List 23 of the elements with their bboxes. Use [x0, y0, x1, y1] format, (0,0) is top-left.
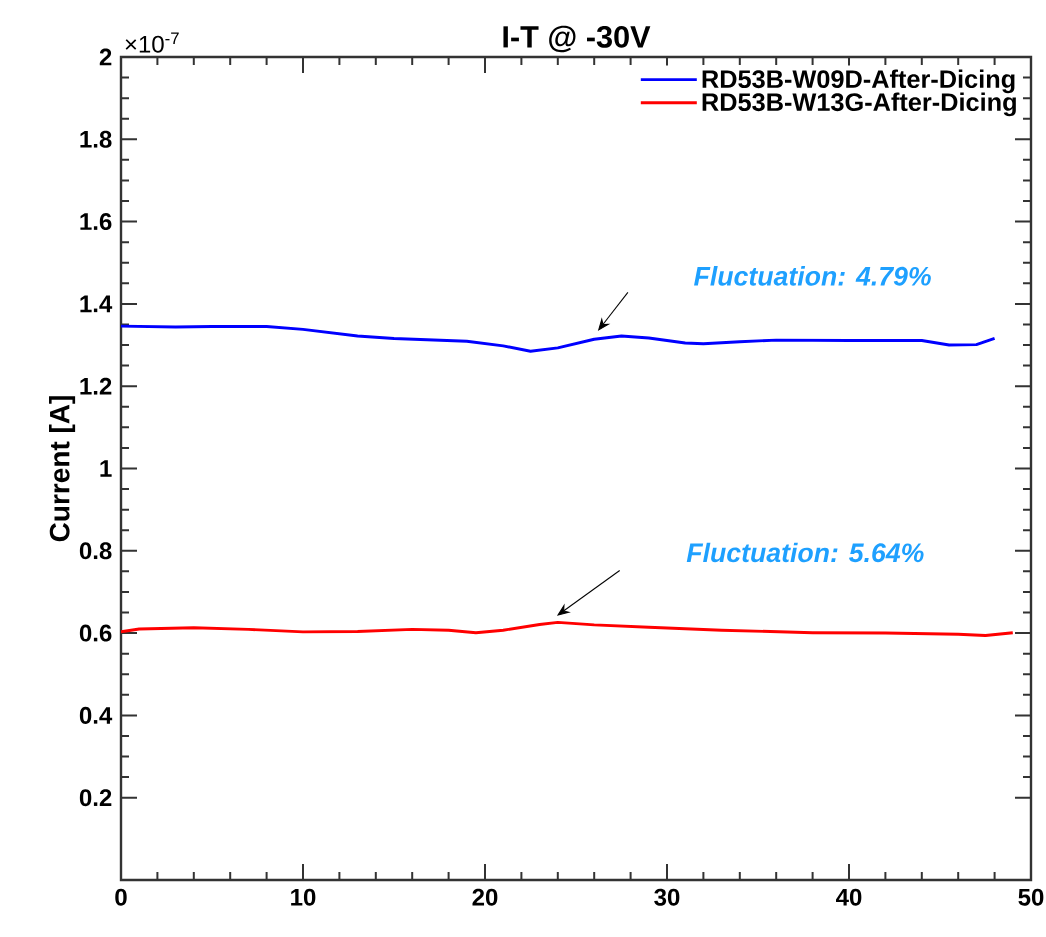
- y-tick-label: 0.4: [79, 706, 113, 724]
- chart-title: I-T @ -30V: [503, 25, 651, 53]
- y-tick-label: 0.6: [79, 624, 112, 642]
- y-tick-label: 1.8: [80, 130, 112, 148]
- y-tick-label: 0.2: [79, 789, 112, 807]
- x-tick-label: 30: [654, 888, 680, 906]
- x-tick-label: 0: [115, 888, 127, 906]
- y-tick-label: 1.2: [80, 377, 112, 395]
- x-tick-label: 10: [291, 888, 316, 906]
- y-tick-label: 1.4: [80, 295, 113, 313]
- y-tick-label: 1: [100, 460, 112, 477]
- y-tick-label: 0.8: [79, 542, 112, 560]
- x-tick-label: 40: [836, 888, 862, 906]
- y-tick-label: 1.6: [80, 213, 112, 231]
- x-tick-label: 50: [1018, 888, 1044, 906]
- y-tick-label: 2: [99, 48, 112, 66]
- text: ×10$^{-7}$: [125, 32, 179, 53]
- legend-label: RD53B-W09D-After-Dicing: [702, 69, 1015, 94]
- annotation: Fluctuation: 5.64%: [686, 542, 924, 563]
- x-tick-label: 20: [472, 888, 498, 906]
- legend-label: RD53B-W13G-After-Dicing: [702, 92, 1016, 117]
- y-axis-title: Current [A]: [49, 396, 76, 542]
- annotation: Fluctuation: 4.79%: [694, 266, 931, 286]
